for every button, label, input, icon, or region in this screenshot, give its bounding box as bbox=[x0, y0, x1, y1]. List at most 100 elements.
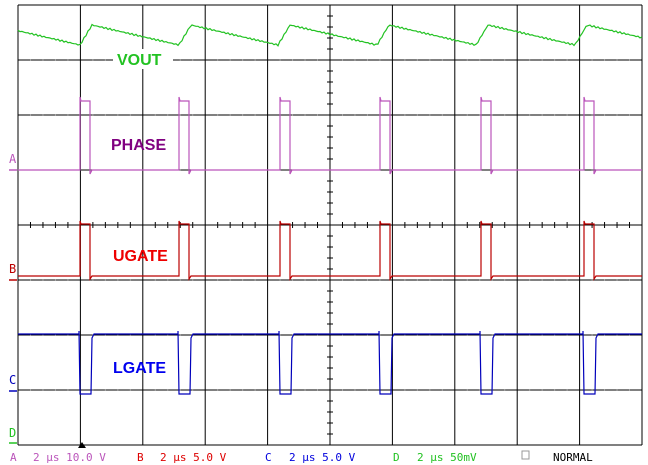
graticule-grid bbox=[17, 4, 643, 446]
status-b-text: 2 µs 5.0 V bbox=[160, 451, 227, 464]
grid-dot bbox=[317, 389, 319, 391]
grid-dot bbox=[217, 279, 219, 281]
grid-dot bbox=[179, 59, 181, 61]
grid-dot bbox=[591, 389, 593, 391]
grid-dot bbox=[366, 389, 368, 391]
grid-dot bbox=[179, 279, 181, 281]
grid-dot bbox=[554, 279, 556, 281]
grid-dot bbox=[129, 389, 131, 391]
grid-dot bbox=[616, 389, 618, 391]
grid-dot bbox=[429, 114, 431, 116]
grid-dot bbox=[229, 389, 231, 391]
grid-dot bbox=[217, 59, 219, 61]
ugate-label: UGATE bbox=[113, 248, 168, 265]
grid-dot bbox=[616, 334, 618, 336]
grid-dot bbox=[229, 114, 231, 116]
grid-dot bbox=[292, 279, 294, 281]
grid-dot bbox=[167, 389, 169, 391]
grid-dot bbox=[341, 59, 343, 61]
grid-dot bbox=[92, 389, 94, 391]
grid-dot bbox=[42, 389, 44, 391]
grid-dot bbox=[192, 114, 194, 116]
grid-dot bbox=[67, 114, 69, 116]
grid-dot bbox=[479, 389, 481, 391]
grid-dot bbox=[292, 389, 294, 391]
grid-dot bbox=[92, 114, 94, 116]
grid-dot bbox=[491, 279, 493, 281]
grid-dot bbox=[404, 114, 406, 116]
grid-dot bbox=[504, 59, 506, 61]
grid-dot bbox=[29, 279, 31, 281]
grid-dot bbox=[292, 114, 294, 116]
waveform-traces bbox=[17, 23, 643, 395]
grid-dot bbox=[179, 169, 181, 171]
grid-dot bbox=[217, 114, 219, 116]
grid-dot bbox=[479, 114, 481, 116]
grid-dot bbox=[629, 389, 631, 391]
grid-dot bbox=[529, 389, 531, 391]
phase-trace bbox=[18, 96, 642, 175]
grid-dot bbox=[604, 279, 606, 281]
vout-label: VOUT bbox=[117, 52, 162, 69]
grid-dot bbox=[541, 279, 543, 281]
grid-dot bbox=[42, 334, 44, 336]
trigger-marker-icon bbox=[78, 442, 86, 448]
grid-dot bbox=[416, 59, 418, 61]
grid-dot bbox=[354, 334, 356, 336]
grid-dot bbox=[379, 59, 381, 61]
grid-dot bbox=[341, 389, 343, 391]
grid-dot bbox=[254, 279, 256, 281]
grid-dot bbox=[404, 334, 406, 336]
grid-dot bbox=[117, 389, 119, 391]
grid-dot bbox=[67, 59, 69, 61]
grid-dot bbox=[54, 279, 56, 281]
grid-dot bbox=[217, 389, 219, 391]
grid-dot bbox=[541, 389, 543, 391]
grid-dot bbox=[179, 389, 181, 391]
grid-dot bbox=[242, 59, 244, 61]
grid-dot bbox=[604, 334, 606, 336]
grid-dot bbox=[304, 389, 306, 391]
grid-dot bbox=[554, 334, 556, 336]
grid-dot bbox=[167, 279, 169, 281]
status-c-channel: C bbox=[265, 451, 272, 464]
grid-dot bbox=[341, 114, 343, 116]
grid-dot bbox=[629, 334, 631, 336]
status-d-text: 2 µs 50mV bbox=[417, 451, 477, 464]
status-a-channel: A bbox=[10, 451, 17, 464]
grid-dot bbox=[529, 59, 531, 61]
grid-dot bbox=[104, 114, 106, 116]
grid-dot bbox=[404, 59, 406, 61]
grid-dot bbox=[404, 389, 406, 391]
ugate-trace bbox=[18, 220, 642, 281]
grid-dot bbox=[479, 279, 481, 281]
grid-dot bbox=[629, 279, 631, 281]
channel-b-marker: B bbox=[9, 262, 16, 276]
grid-dot bbox=[366, 334, 368, 336]
grid-dot bbox=[154, 279, 156, 281]
grid-dot bbox=[566, 389, 568, 391]
grid-dot bbox=[429, 59, 431, 61]
grid-dot bbox=[554, 59, 556, 61]
lgate-label: LGATE bbox=[113, 360, 166, 377]
grid-dot bbox=[117, 114, 119, 116]
grid-dot bbox=[242, 334, 244, 336]
grid-dot bbox=[491, 59, 493, 61]
status-b-channel: B bbox=[137, 451, 144, 464]
grid-dot bbox=[604, 114, 606, 116]
grid-dot bbox=[254, 59, 256, 61]
grid-dot bbox=[354, 114, 356, 116]
lgate-trace bbox=[18, 330, 642, 395]
grid-dot bbox=[491, 114, 493, 116]
grid-dot bbox=[29, 59, 31, 61]
grid-dot bbox=[304, 59, 306, 61]
grid-dot bbox=[42, 59, 44, 61]
grid-dot bbox=[466, 389, 468, 391]
grid-dot bbox=[366, 59, 368, 61]
grid-dot bbox=[404, 279, 406, 281]
grid-dot bbox=[29, 114, 31, 116]
grid-dot bbox=[504, 279, 506, 281]
grid-dot bbox=[67, 334, 69, 336]
grid-dot bbox=[254, 389, 256, 391]
